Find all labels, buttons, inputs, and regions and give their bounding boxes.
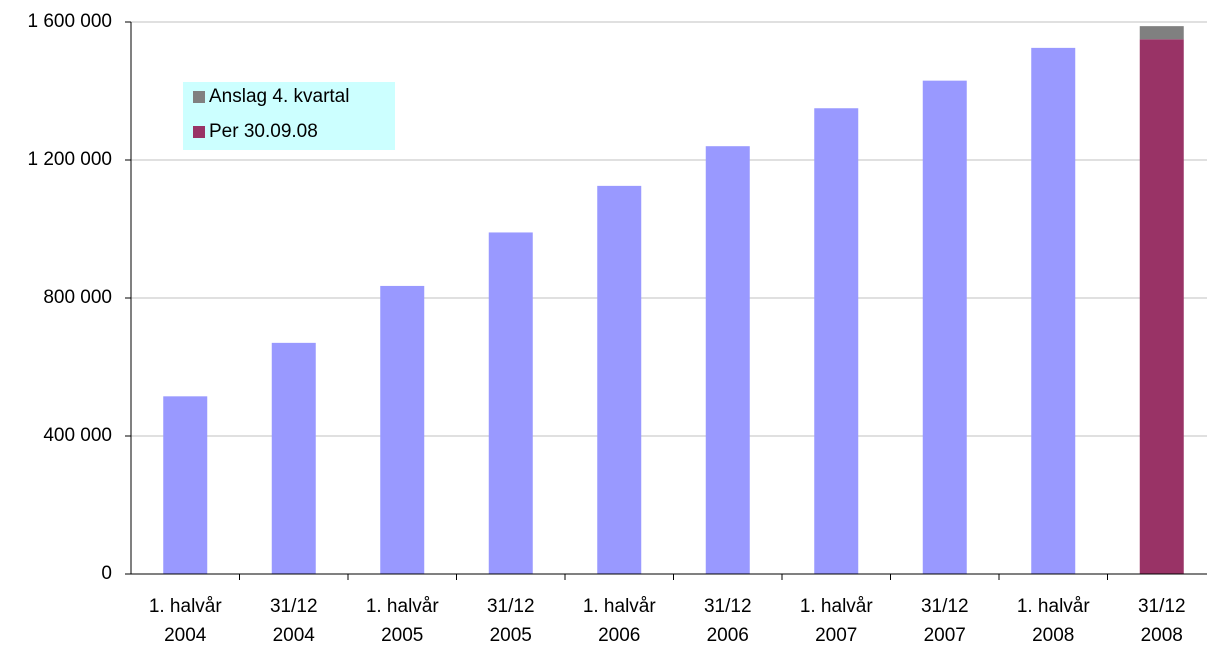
x-tick-label: 31/12: [704, 596, 752, 617]
legend-swatch: [193, 126, 205, 138]
bar: [597, 185, 642, 574]
x-tick-label: 1. halvår: [149, 596, 223, 617]
x-tick-label: 2008: [1141, 625, 1183, 645]
x-tick-label: 1. halvår: [366, 596, 440, 617]
y-tick-label: 400 000: [43, 425, 112, 446]
y-tick-label: 0: [101, 563, 112, 584]
legend-label: Per 30.09.08: [209, 121, 318, 142]
bar: [271, 342, 316, 574]
bar: [814, 108, 859, 574]
x-tick-label: 2006: [707, 625, 749, 645]
y-tick-label: 1 200 000: [27, 149, 112, 170]
bar: [1139, 39, 1184, 574]
y-tick-label: 1 600 000: [27, 11, 112, 32]
x-tick-label: 2007: [924, 625, 966, 645]
y-tick-label: 800 000: [43, 287, 112, 308]
x-tick-label: 1. halvår: [583, 596, 657, 617]
x-tick-label: 2008: [1032, 625, 1074, 645]
bar: [380, 285, 425, 574]
bar: [1139, 26, 1184, 40]
bar: [1031, 47, 1076, 574]
x-tick-label: 2005: [490, 625, 532, 645]
x-tick-label: 31/12: [921, 596, 969, 617]
x-tick-label: 2007: [815, 625, 857, 645]
bar: [705, 146, 750, 574]
x-tick-label: 2006: [598, 625, 640, 645]
x-tick-label: 31/12: [270, 596, 318, 617]
x-tick-label: 31/12: [487, 596, 535, 617]
legend-swatch: [193, 91, 205, 103]
x-tick-label: 2004: [164, 625, 207, 645]
legend-label: Anslag 4. kvartal: [209, 86, 349, 107]
x-tick-label: 1. halvår: [1017, 596, 1091, 617]
x-tick-label: 2004: [273, 625, 316, 645]
bar: [488, 232, 533, 574]
legend-box: [183, 82, 395, 150]
x-tick-label: 2005: [381, 625, 423, 645]
x-tick-label: 1. halvår: [800, 596, 874, 617]
bar: [922, 80, 967, 575]
x-tick-label: 31/12: [1138, 596, 1186, 617]
bar: [163, 396, 208, 574]
